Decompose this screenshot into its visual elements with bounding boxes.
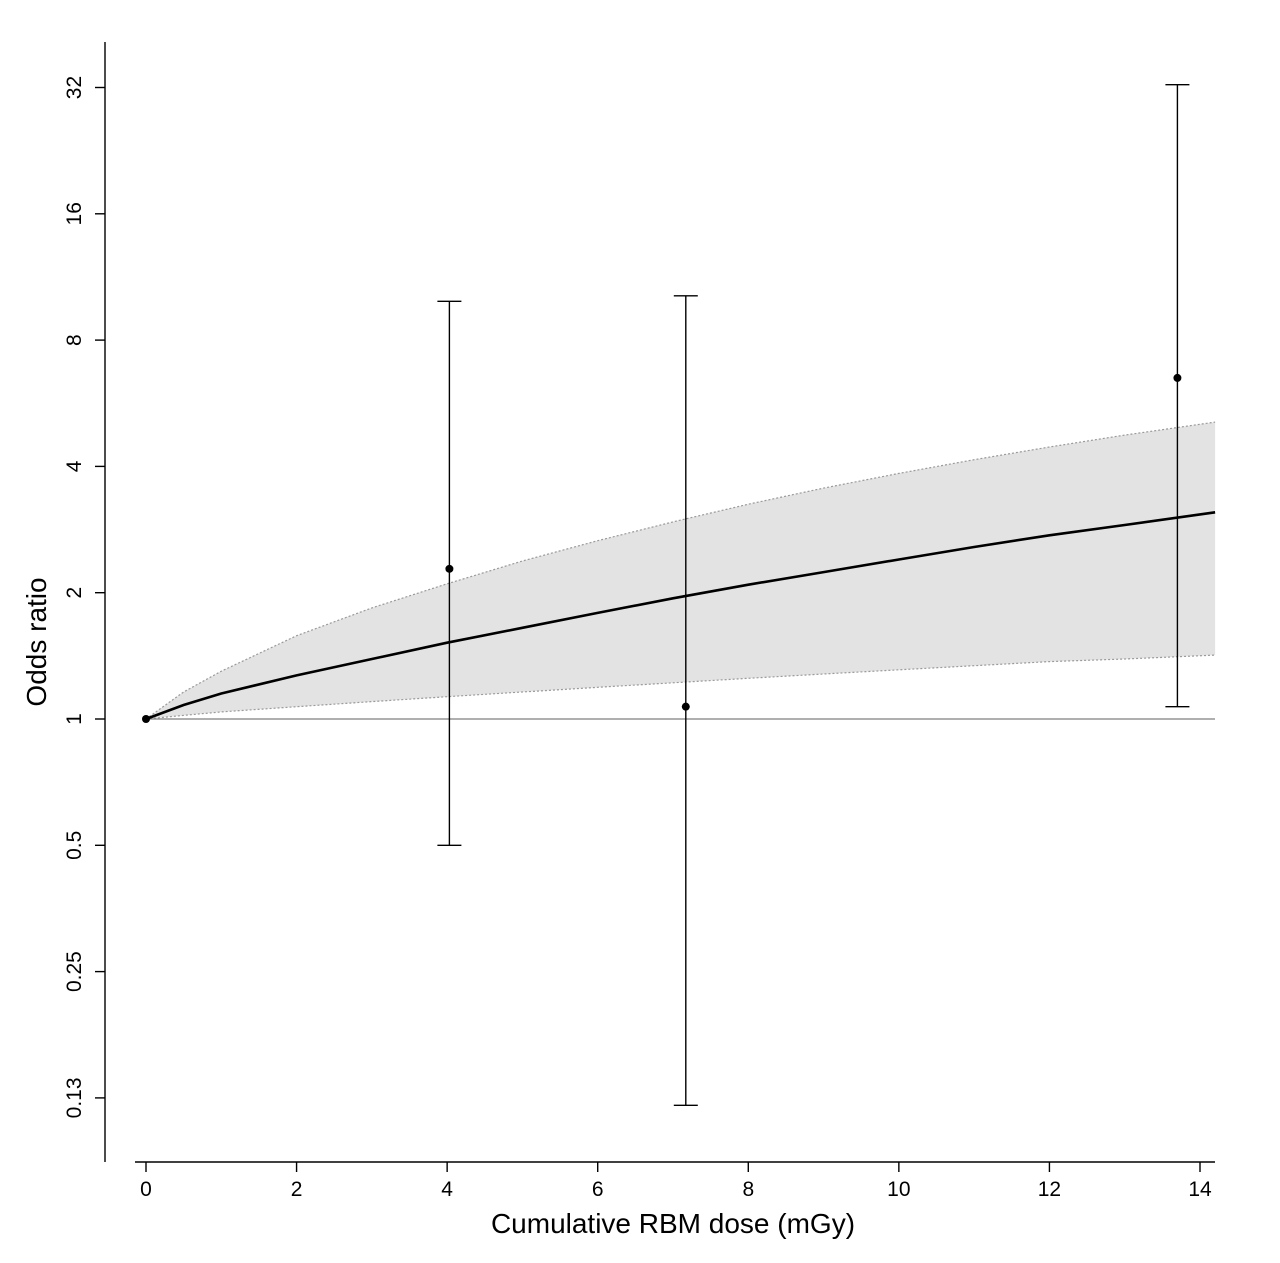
y-tick-label: 2 (63, 587, 86, 599)
x-tick-label: 4 (441, 1178, 453, 1201)
fitted-curve (145, 511, 1216, 721)
x-tick-label: 14 (1188, 1178, 1212, 1201)
x-tick-label: 12 (1038, 1178, 1061, 1201)
y-axis-ticks: 0.13 0.25 0.5 1 2 4 8 16 32 (63, 76, 105, 1118)
x-tick-label: 8 (742, 1178, 754, 1201)
y-tick-label: 16 (63, 202, 86, 225)
data-point (681, 702, 690, 711)
confidence-band (146, 422, 1216, 719)
x-tick-label: 2 (291, 1178, 303, 1201)
data-point (445, 564, 454, 573)
y-tick-label: 32 (63, 76, 86, 99)
data-point (142, 715, 150, 723)
data-point (1173, 373, 1182, 382)
y-tick-label: 8 (63, 334, 86, 346)
x-tick-label: 6 (592, 1178, 604, 1201)
y-tick-label: 0.25 (63, 951, 86, 992)
x-axis-ticks: 0 2 4 6 8 10 12 14 (140, 1162, 1212, 1201)
x-axis-title: Cumulative RBM dose (mGy) (491, 1208, 855, 1239)
y-tick-label: 0.5 (63, 831, 86, 860)
y-tick-label: 1 (63, 713, 86, 725)
y-axis-title: Odds ratio (21, 577, 52, 706)
y-tick-label: 0.13 (63, 1077, 86, 1118)
error-bars-layer (437, 83, 1190, 1107)
error-bar (1165, 83, 1190, 708)
confidence-band-lower-edge (145, 654, 1216, 720)
error-bar (437, 300, 462, 846)
confidence-band-layer (145, 421, 1216, 720)
y-tick-label: 4 (63, 460, 86, 472)
x-tick-label: 0 (140, 1178, 152, 1201)
error-bar (673, 295, 698, 1107)
x-tick-label: 10 (887, 1178, 910, 1201)
fitted-curve-layer (145, 511, 1216, 721)
data-points-layer (142, 373, 1182, 723)
